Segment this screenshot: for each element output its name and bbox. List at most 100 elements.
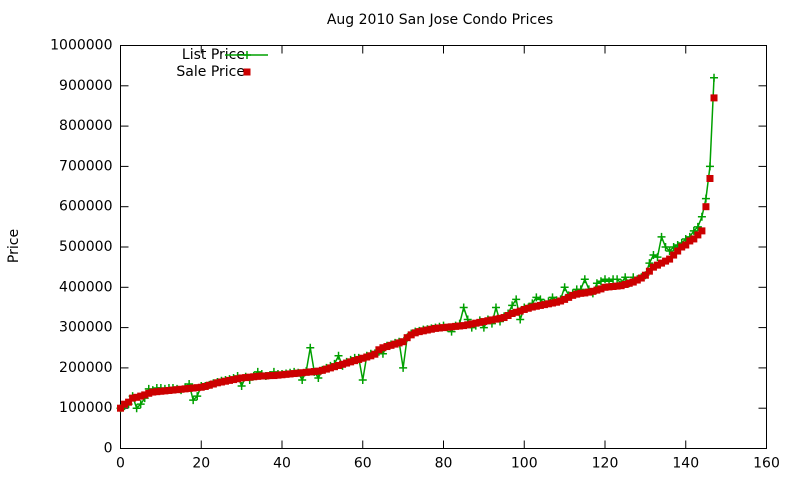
list-marker (705, 162, 714, 171)
y-tick-label: 1000000 (50, 38, 112, 54)
sale-marker (165, 386, 173, 394)
sale-marker (161, 387, 169, 395)
sale-marker (658, 259, 666, 267)
sale-marker (266, 372, 274, 380)
sale-marker (294, 369, 302, 377)
sale-marker (601, 283, 609, 291)
sale-marker (258, 372, 266, 380)
sale-marker (544, 300, 552, 308)
sale-marker (339, 360, 347, 368)
sale-marker (435, 324, 443, 332)
list-marker (693, 222, 702, 231)
sale-marker (653, 261, 661, 269)
list-marker (399, 363, 408, 372)
list-marker (459, 303, 468, 312)
sale-marker (678, 243, 686, 251)
sale-marker (593, 286, 601, 294)
sale-marker (419, 327, 427, 335)
sale-marker (694, 231, 702, 239)
sale-marker (274, 371, 282, 379)
sale-marker (403, 334, 411, 342)
sale-marker (427, 325, 435, 333)
list-marker (657, 232, 666, 241)
sale-marker (577, 289, 585, 297)
list-marker (661, 243, 670, 251)
sale-marker (573, 290, 581, 298)
sale-marker (157, 387, 165, 395)
sale-marker (286, 370, 294, 378)
sale-marker (399, 338, 407, 346)
sale-marker (270, 372, 278, 380)
sale-marker (581, 289, 589, 297)
list-marker (613, 275, 622, 284)
sale-marker (452, 322, 460, 330)
sale-marker (395, 339, 403, 347)
sale-marker (637, 274, 645, 282)
sale-marker (282, 370, 290, 378)
y-tick-label: 400000 (59, 279, 112, 295)
sale-marker (629, 278, 637, 286)
sale-marker (133, 393, 141, 401)
sale-marker (597, 285, 605, 293)
sale-marker (589, 287, 597, 295)
sale-marker (343, 359, 351, 367)
y-tick-label: 200000 (59, 360, 112, 376)
sale-marker (221, 377, 229, 385)
y-tick-label: 700000 (59, 158, 112, 174)
sale-marker (500, 314, 508, 322)
sale-marker (193, 384, 201, 392)
sale-marker (617, 282, 625, 290)
list-marker (306, 343, 315, 352)
sale-marker (383, 343, 391, 351)
sale-marker (460, 322, 468, 330)
sale-marker (205, 381, 213, 389)
list-marker (314, 373, 323, 382)
sale-marker (605, 283, 613, 291)
sale-marker (254, 372, 262, 380)
y-tick-label: 300000 (59, 320, 112, 336)
y-axis-label: Price (6, 229, 22, 263)
list-marker (710, 73, 719, 82)
sale-marker (488, 316, 496, 324)
sale-marker (706, 174, 714, 182)
sale-marker (121, 400, 129, 408)
sale-marker (347, 358, 355, 366)
list-marker (189, 396, 198, 405)
sale-marker (565, 293, 573, 301)
sale-marker (633, 276, 641, 284)
sale-marker (335, 361, 343, 369)
y-tick-label: 500000 (59, 239, 112, 255)
sale-marker (472, 319, 480, 327)
sale-marker (201, 382, 209, 390)
sale-marker (177, 385, 185, 393)
sale-marker (512, 308, 520, 316)
sale-marker (666, 255, 674, 263)
list-marker (665, 247, 674, 256)
sale-marker (250, 373, 258, 381)
y-tick-label: 800000 (59, 118, 112, 134)
sale-marker (686, 237, 694, 245)
sale-marker (209, 380, 217, 388)
sale-marker (217, 378, 225, 386)
sale-marker (702, 203, 710, 211)
sale-marker (448, 323, 456, 331)
sale-marker (367, 352, 375, 360)
sale-marker (238, 374, 246, 382)
sale-marker (613, 282, 621, 290)
sale-marker (322, 365, 330, 373)
sale-marker (553, 298, 561, 306)
sale-marker (181, 385, 189, 393)
list-marker (596, 277, 605, 286)
sale-marker (355, 355, 363, 363)
sale-marker (242, 374, 250, 382)
sale-marker (318, 366, 326, 374)
sale-marker (137, 392, 145, 400)
sale-marker (141, 391, 149, 399)
sale-marker (117, 404, 124, 412)
sale-marker (351, 357, 359, 365)
x-tick-label: 100 (511, 456, 538, 472)
sale-marker (698, 227, 706, 235)
sale-marker (290, 370, 298, 378)
sale-marker (234, 375, 242, 383)
